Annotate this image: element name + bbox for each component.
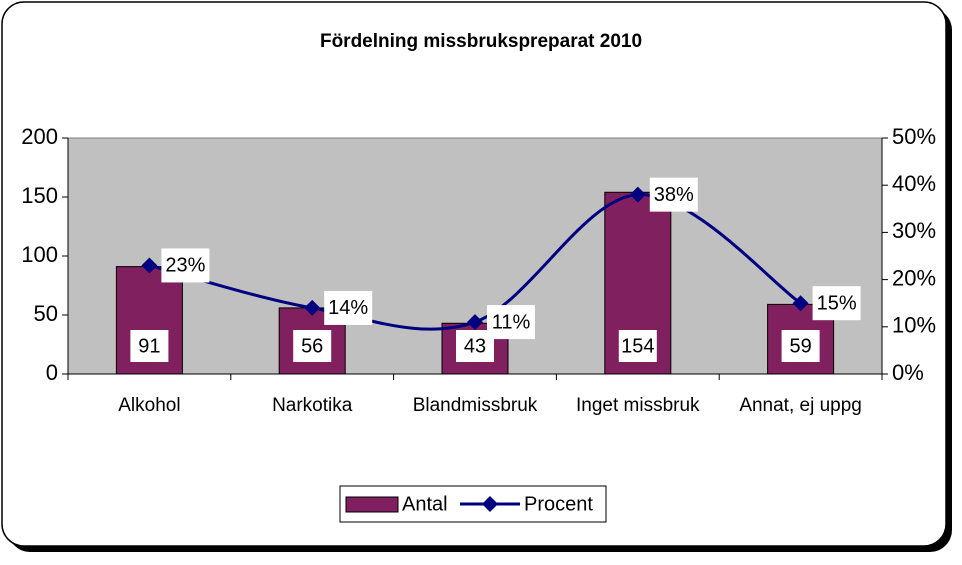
marker	[792, 295, 809, 312]
y2-tick-label: 30%	[892, 218, 936, 243]
data-label: 91	[138, 335, 160, 357]
data-label: 14%	[328, 297, 368, 319]
legend-label: Procent	[524, 493, 593, 515]
x-tick-label: Inget missbruk	[576, 395, 700, 416]
y2-tick-label: 40%	[892, 171, 936, 196]
data-label-box	[293, 330, 332, 362]
y-tick-label: 100	[21, 242, 58, 267]
marker	[141, 257, 158, 274]
data-label-box	[130, 330, 169, 362]
data-label: 59	[789, 335, 811, 357]
y2-tick-label: 0%	[892, 360, 924, 385]
y2-tick-label: 20%	[892, 265, 936, 290]
data-label-box	[781, 330, 820, 362]
x-tick-label: Narkotika	[272, 395, 353, 416]
data-label: 154	[621, 335, 654, 357]
data-label-box	[324, 290, 373, 325]
x-tick-label: Blandmissbruk	[413, 395, 538, 416]
legend-swatch	[345, 496, 399, 513]
line	[149, 193, 802, 331]
data-label: 38%	[654, 184, 694, 206]
legend-label: Antal	[402, 493, 448, 515]
data-label: 56	[301, 335, 323, 357]
data-label-box	[161, 248, 210, 283]
y2-tick-label: 50%	[892, 124, 936, 149]
data-label-box	[812, 286, 861, 321]
marker	[304, 299, 321, 316]
legend-marker	[482, 496, 498, 512]
y-tick-label: 150	[21, 183, 58, 208]
marker	[629, 186, 646, 203]
data-label: 43	[464, 335, 486, 357]
data-label: 23%	[165, 255, 205, 277]
marker	[467, 314, 483, 331]
data-label-box	[649, 177, 698, 212]
x-tick-label: Alkohol	[118, 395, 180, 416]
y-tick-label: 200	[21, 124, 58, 149]
x-tick-label: Annat, ej uppg	[739, 395, 862, 416]
data-label: 11%	[492, 311, 531, 333]
data-label-box	[487, 305, 535, 340]
y-tick-label: 50	[34, 301, 58, 326]
data-label: 15%	[817, 292, 857, 314]
data-label-box	[618, 330, 657, 362]
y-tick-label: 0	[46, 360, 58, 385]
chart-title: Fördelning missbrukspreparat 2010	[320, 31, 642, 52]
y2-tick-label: 10%	[892, 313, 936, 338]
